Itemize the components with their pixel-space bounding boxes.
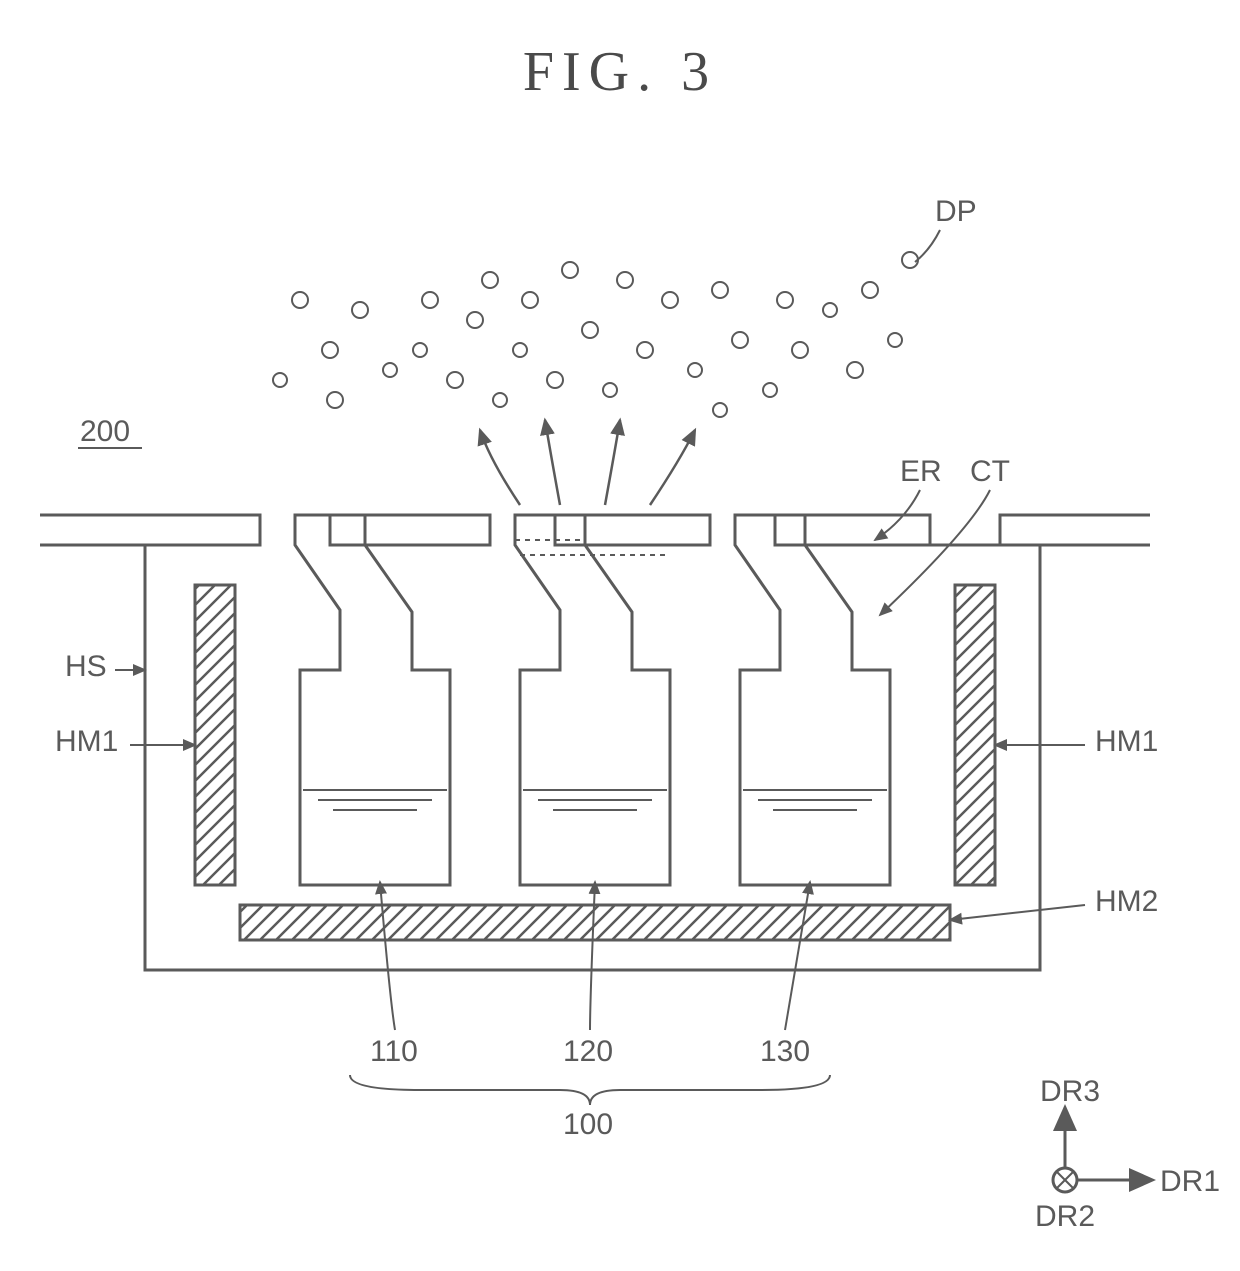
label-110: 110 bbox=[370, 1035, 418, 1069]
crucible-130 bbox=[735, 515, 890, 885]
label-er: ER bbox=[900, 455, 942, 489]
heater-hm1-left bbox=[195, 585, 235, 885]
crucible-120 bbox=[515, 515, 670, 885]
label-120: 120 bbox=[563, 1035, 613, 1069]
crucible-110 bbox=[295, 515, 450, 885]
vapor-arrows bbox=[480, 420, 695, 505]
label-200: 200 bbox=[80, 415, 130, 449]
label-130: 130 bbox=[760, 1035, 810, 1069]
label-100: 100 bbox=[563, 1108, 613, 1142]
coordinate-axes bbox=[1053, 1110, 1150, 1192]
heater-hm1-right bbox=[955, 585, 995, 885]
dp-leader bbox=[915, 230, 940, 262]
hm2-leader bbox=[950, 905, 1085, 920]
label-dr2: DR2 bbox=[1035, 1200, 1095, 1234]
particles bbox=[273, 252, 918, 417]
label-hs: HS bbox=[65, 650, 107, 684]
label-hm1-left: HM1 bbox=[55, 725, 118, 759]
brace-100 bbox=[350, 1075, 830, 1105]
heater-hm2 bbox=[240, 905, 950, 940]
label-dr1: DR1 bbox=[1160, 1165, 1220, 1199]
label-ct: CT bbox=[970, 455, 1010, 489]
label-hm1-right: HM1 bbox=[1095, 725, 1158, 759]
label-dr3: DR3 bbox=[1040, 1075, 1100, 1109]
label-hm2: HM2 bbox=[1095, 885, 1158, 919]
label-dp: DP bbox=[935, 195, 977, 229]
top-plate bbox=[40, 515, 1150, 545]
